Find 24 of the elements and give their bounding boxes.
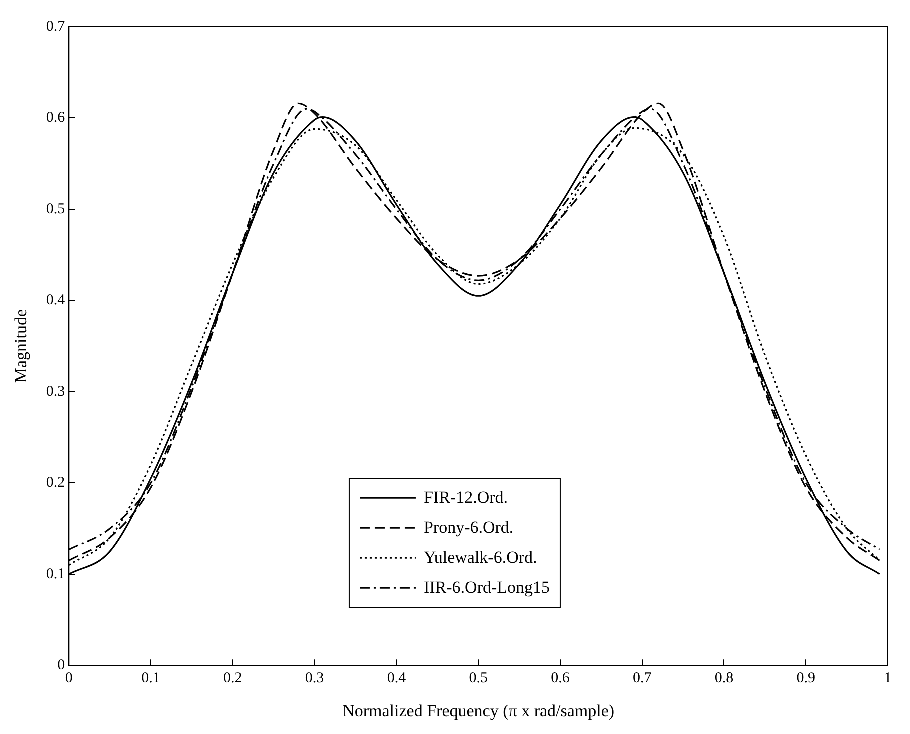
y-tick-label: 0.6 [46,110,66,126]
x-tick-label: 0.8 [714,670,734,687]
x-tick-label: 0.1 [142,670,160,687]
y-tick-label: 0.3 [46,384,66,400]
legend-label: FIR-12.Ord. [424,488,508,508]
legend-label: Prony-6.Ord. [424,518,514,538]
legend-label: IIR-6.Ord-Long15 [424,578,550,598]
x-tick-label: 0.9 [796,670,816,687]
y-tick-label: 0.4 [46,292,66,309]
x-tick-label: 0.5 [469,670,488,687]
x-tick-label: 0.6 [551,670,570,687]
y-tick-label: 0.5 [46,201,66,218]
y-tick-label: 0 [58,658,66,674]
y-tick-label: 0.7 [46,18,66,35]
x-tick-label: 0.3 [305,670,324,687]
x-tick-label: 0.7 [632,670,652,687]
x-axis-title: Normalized Frequency (π x rad/sample) [342,701,615,720]
y-tick-label: 0.1 [46,566,66,582]
y-axis-title: Magnitude [12,309,31,384]
x-tick-label: 0.4 [387,670,407,687]
x-tick-label: 0.2 [224,670,242,687]
y-tick-label: 0.2 [46,475,66,492]
legend-label: Yulewalk-6.Ord. [424,548,538,568]
x-tick-label: 1 [884,670,892,687]
